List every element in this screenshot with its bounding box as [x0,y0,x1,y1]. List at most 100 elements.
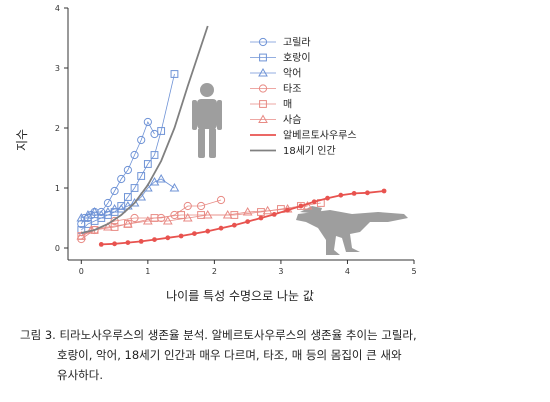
data-point [258,84,268,93]
data-point [150,214,159,222]
y-tick-label: 4 [55,4,60,13]
data-point [285,207,290,213]
data-point [117,174,126,184]
data-point [116,203,127,213]
legend-label: 타조 [283,83,301,95]
data-point [298,203,304,209]
series-line [81,205,308,237]
caption-line-1: 그림 3. 티라노사우루스의 생존율 분석. 알베르토사우루스의 생존율 추이는… [20,328,417,342]
legend-item: 고릴라 [250,36,311,49]
series-line [81,202,321,237]
legend-item: 악어 [250,68,301,80]
data-point [76,212,87,222]
x-tick-label: 2 [212,267,217,276]
legend-label: 호랑이 [283,52,311,64]
legend-item: 매 [250,99,292,111]
x-tick-label: 4 [345,267,350,276]
data-point [89,206,100,216]
legend-item: 알베르토사우루스 [250,130,357,142]
data-point [183,201,192,211]
legend-label: 악어 [283,68,301,80]
data-point [109,203,120,213]
data-point [125,240,131,246]
legend-item: 사슴 [250,114,301,126]
data-point [112,241,117,247]
data-point [149,176,160,186]
y-tick-label: 2 [55,124,60,133]
data-point [98,242,104,247]
data-point [311,199,317,205]
x-axis-label: 나이를 특성 수명으로 나눈 값 [166,289,314,303]
data-point [76,230,87,240]
data-point [110,186,119,196]
data-point [262,205,273,215]
data-point [156,173,167,183]
human-silhouette-icon [192,83,222,158]
data-point [178,233,184,239]
data-point [77,226,86,234]
tyrannosaurus-silhouette-icon [296,206,408,255]
data-point [143,117,152,127]
data-point [365,190,370,196]
series-line [81,25,209,234]
data-point [258,114,268,123]
data-point [177,211,186,219]
legend-label: 18세기 인간 [283,145,336,157]
data-point [259,53,267,62]
data-point [192,231,197,237]
data-point [325,195,330,201]
data-point [196,201,206,211]
data-point [117,202,126,210]
data-point [130,213,139,223]
y-axis-label: 지수 [15,129,29,151]
series-line [101,190,385,246]
data-point [96,209,107,219]
x-tick-label: 5 [411,267,416,276]
legend-label: 매 [283,99,292,111]
data-point [216,195,226,205]
data-point [165,235,171,241]
data-point [103,206,113,216]
data-point [137,172,146,180]
series-매 [77,199,325,240]
data-point [381,188,387,194]
data-point [110,223,119,231]
y-tick-label: 1 [55,184,60,193]
data-point [152,237,157,243]
data-point [103,198,113,208]
caption-line-2: 호랑이, 악어, 18세기 인간과 매우 다르며, 타조, 매 등의 몸집이 큰… [57,348,402,362]
data-point [259,100,267,108]
data-point [103,221,113,231]
legend-label: 고릴라 [283,36,311,49]
series-사슴 [76,200,313,240]
data-point [137,135,146,145]
data-point [169,182,180,192]
data-point [129,197,140,207]
data-point [242,206,253,216]
legend-item: 18세기 인간 [250,145,336,157]
figure-caption: 그림 3. 티라노사우루스의 생존율 분석. 알베르토사우루스의 생존율 추이는… [20,325,535,385]
data-point [197,211,205,219]
legend-item: 호랑이 [250,52,311,64]
data-point [123,218,133,228]
data-point [271,212,277,217]
data-point [302,200,313,210]
caption-line-3: 유사하다. [57,368,103,382]
series-line [81,178,175,219]
data-point [142,215,153,225]
data-point [170,70,179,78]
data-point [143,160,152,168]
data-point [130,150,139,160]
data-point [218,225,224,231]
data-point [258,37,268,47]
data-point [182,212,193,222]
data-point [130,184,139,192]
y-tick-label: 0 [55,244,60,253]
x-tick-label: 0 [79,267,84,276]
data-point [123,193,132,201]
data-point [338,192,344,198]
data-point [222,209,233,219]
y-tick-label: 3 [55,64,60,73]
data-point [296,202,305,210]
